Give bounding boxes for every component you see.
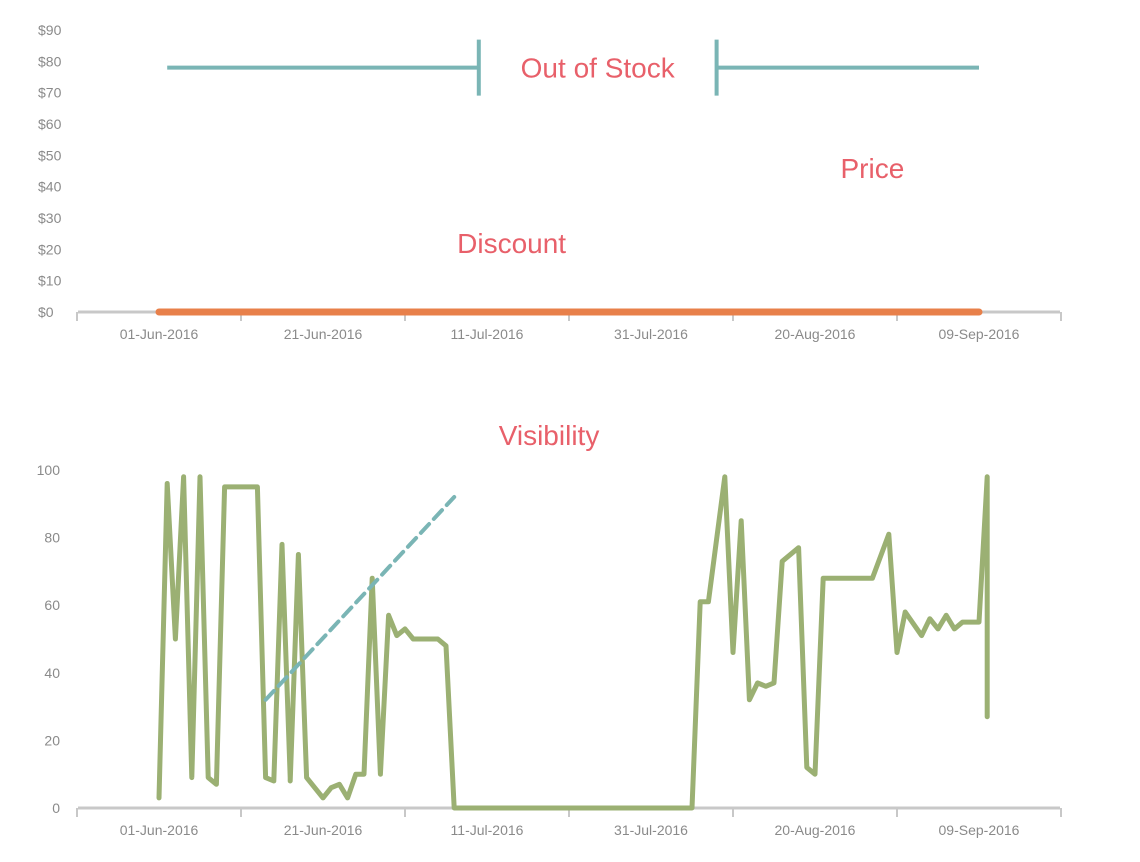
y-tick-label: $90 [38, 22, 62, 38]
y-tick-label: 40 [44, 665, 60, 681]
series-line-trend [263, 495, 457, 702]
y-tick-label: $60 [38, 116, 62, 132]
x-tick-label: 11-Jul-2016 [451, 822, 524, 838]
x-tick-label: 09-Sep-2016 [939, 326, 1020, 342]
x-tick-label: 21-Jun-2016 [284, 326, 363, 342]
y-tick-label: 60 [44, 597, 60, 613]
visibility-chart-panel: Visibility 0 20 40 60 80 100 01-Jun-2016 21-Jun-… [37, 420, 1062, 838]
y-tick-label: $20 [38, 241, 62, 257]
annotation-out-of-stock: Out of Stock [521, 53, 676, 84]
visibility-chart-title: Visibility [499, 420, 600, 451]
y-tick-label: $40 [38, 179, 62, 195]
y-tick-label: 80 [44, 530, 60, 546]
x-tick-label: 09-Sep-2016 [939, 822, 1020, 838]
y-tick-label: $70 [38, 85, 62, 101]
x-tick-label: 01-Jun-2016 [120, 822, 199, 838]
y-tick-label: 20 [44, 732, 60, 748]
y-tick-label: $10 [38, 273, 62, 289]
y-tick-label: $0 [38, 304, 54, 320]
annotation-price: Price [841, 153, 905, 184]
x-tick-label: 20-Aug-2016 [775, 326, 856, 342]
y-tick-label: $80 [38, 53, 62, 69]
x-tick-label: 31-Jul-2016 [614, 326, 688, 342]
y-tick-label: $50 [38, 147, 62, 163]
price-chart-panel: $0 $10 $20 $30 $40 $50 $60 $70 $80 $90 01-Jun-2016… [38, 22, 1062, 342]
x-tick-label: 11-Jul-2016 [451, 326, 524, 342]
y-tick-label: 0 [52, 800, 60, 816]
y-tick-label: $30 [38, 210, 62, 226]
series-line-visibility [156, 474, 990, 811]
x-tick-label: 31-Jul-2016 [614, 822, 688, 838]
x-tick-label: 01-Jun-2016 [120, 326, 199, 342]
y-tick-label: 100 [37, 462, 61, 478]
annotation-discount: Discount [457, 228, 566, 259]
x-tick-label: 21-Jun-2016 [284, 822, 363, 838]
x-tick-label: 20-Aug-2016 [775, 822, 856, 838]
